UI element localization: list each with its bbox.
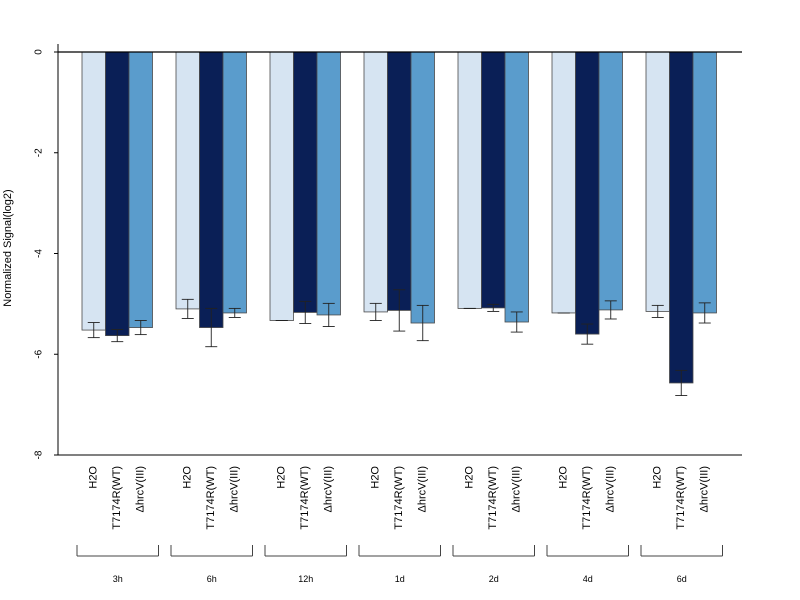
- category-label: ΔhrcV(III): [511, 466, 523, 512]
- error-bar-2d-1: [487, 303, 500, 312]
- bar-2d-0: [457, 51, 482, 309]
- error-bar-6h-2: [228, 307, 241, 318]
- error-bar-12h-1: [299, 300, 312, 324]
- bar-3h-1: [105, 51, 130, 337]
- bar-6h-0: [175, 51, 200, 310]
- group-label: 3h: [113, 574, 123, 584]
- bar-6h-2: [222, 51, 247, 314]
- y-tick-label: -2: [34, 148, 45, 157]
- error-bar-1d-0: [369, 302, 382, 321]
- bar-1d-0: [363, 51, 388, 313]
- category-label: ΔhrcV(III): [417, 466, 429, 512]
- error-bar-4d-1: [581, 323, 594, 345]
- group-label: 4d: [583, 574, 593, 584]
- bar-1d-2: [410, 51, 435, 324]
- category-label: T7174R(WT): [111, 466, 123, 530]
- group-label: 1d: [395, 574, 405, 584]
- bar-12h-0: [269, 51, 294, 321]
- category-label: ΔhrcV(III): [605, 466, 617, 512]
- bar-6d-1: [669, 51, 694, 384]
- category-label: H2O: [558, 466, 570, 489]
- error-bar-3h-2: [134, 320, 147, 336]
- bar-1d-1: [387, 51, 412, 311]
- group-bracket: [640, 545, 723, 557]
- group-label: 6d: [677, 574, 687, 584]
- group-bracket: [358, 545, 441, 557]
- error-bars-layer: [87, 289, 711, 397]
- bar-3h-0: [81, 51, 106, 331]
- category-label: T7174R(WT): [205, 466, 217, 530]
- category-label: H2O: [88, 466, 100, 489]
- group-bracket: [452, 545, 535, 557]
- category-label: ΔhrcV(III): [323, 466, 335, 512]
- error-bar-6d-0: [651, 304, 664, 318]
- error-bar-6d-1: [675, 369, 688, 397]
- bar-12h-1: [293, 51, 318, 313]
- category-label: ΔhrcV(III): [699, 466, 711, 512]
- labels-layer: H2O T7174R(WT) ΔhrcV(III) 3h H2O T7174R(WT) Δh…: [76, 466, 723, 584]
- group-label: 12h: [298, 574, 313, 584]
- category-label: H2O: [464, 466, 476, 489]
- group-bracket: [76, 545, 159, 557]
- group-label: 2d: [489, 574, 499, 584]
- bar-2d-2: [504, 51, 529, 323]
- bar-6d-2: [692, 51, 717, 314]
- error-bar-3h-1: [111, 329, 124, 343]
- category-label: T7174R(WT): [581, 466, 593, 530]
- category-label: H2O: [276, 466, 288, 489]
- category-label: T7174R(WT): [393, 466, 405, 530]
- category-label: H2O: [652, 466, 664, 489]
- category-label: T7174R(WT): [299, 466, 311, 530]
- error-bar-12h-2: [322, 302, 335, 327]
- bar-2d-1: [481, 51, 506, 309]
- category-label: ΔhrcV(III): [229, 466, 241, 512]
- y-axis-title: Normalized Signal(log2): [2, 189, 14, 306]
- group-bracket: [546, 545, 629, 557]
- bar-6d-0: [645, 51, 670, 312]
- category-label: H2O: [370, 466, 382, 489]
- error-bar-1d-1: [393, 289, 406, 332]
- bar-12h-2: [316, 51, 341, 316]
- error-bar-1d-2: [416, 304, 429, 342]
- y-tick-label: -6: [34, 349, 45, 358]
- error-bar-6h-0: [181, 298, 194, 319]
- category-label: ΔhrcV(III): [135, 466, 147, 512]
- bar-4d-0: [551, 51, 576, 314]
- axes-layer: 0 -2 -4 -6 -8: [34, 44, 742, 459]
- bar-4d-2: [598, 51, 623, 311]
- y-tick-label: -4: [34, 249, 45, 258]
- error-bar-4d-2: [604, 300, 617, 320]
- bar-4d-1: [575, 51, 600, 335]
- bars-layer: [81, 51, 717, 384]
- error-bar-2d-2: [510, 311, 523, 333]
- error-bar-3h-0: [87, 322, 100, 339]
- category-label: T7174R(WT): [675, 466, 687, 530]
- bar-3h-2: [128, 51, 153, 328]
- category-label: T7174R(WT): [487, 466, 499, 530]
- group-bracket: [264, 545, 347, 557]
- error-bar-6h-1: [205, 307, 218, 348]
- y-tick-label: -8: [34, 450, 45, 459]
- y-axis-label: Normalized Signal(log2): [2, 189, 14, 306]
- category-label: H2O: [182, 466, 194, 489]
- group-label: 6h: [207, 574, 217, 584]
- group-bracket: [170, 545, 253, 557]
- y-tick-label: 0: [34, 49, 45, 55]
- error-bar-6d-2: [698, 302, 711, 324]
- bar-6h-1: [199, 51, 224, 328]
